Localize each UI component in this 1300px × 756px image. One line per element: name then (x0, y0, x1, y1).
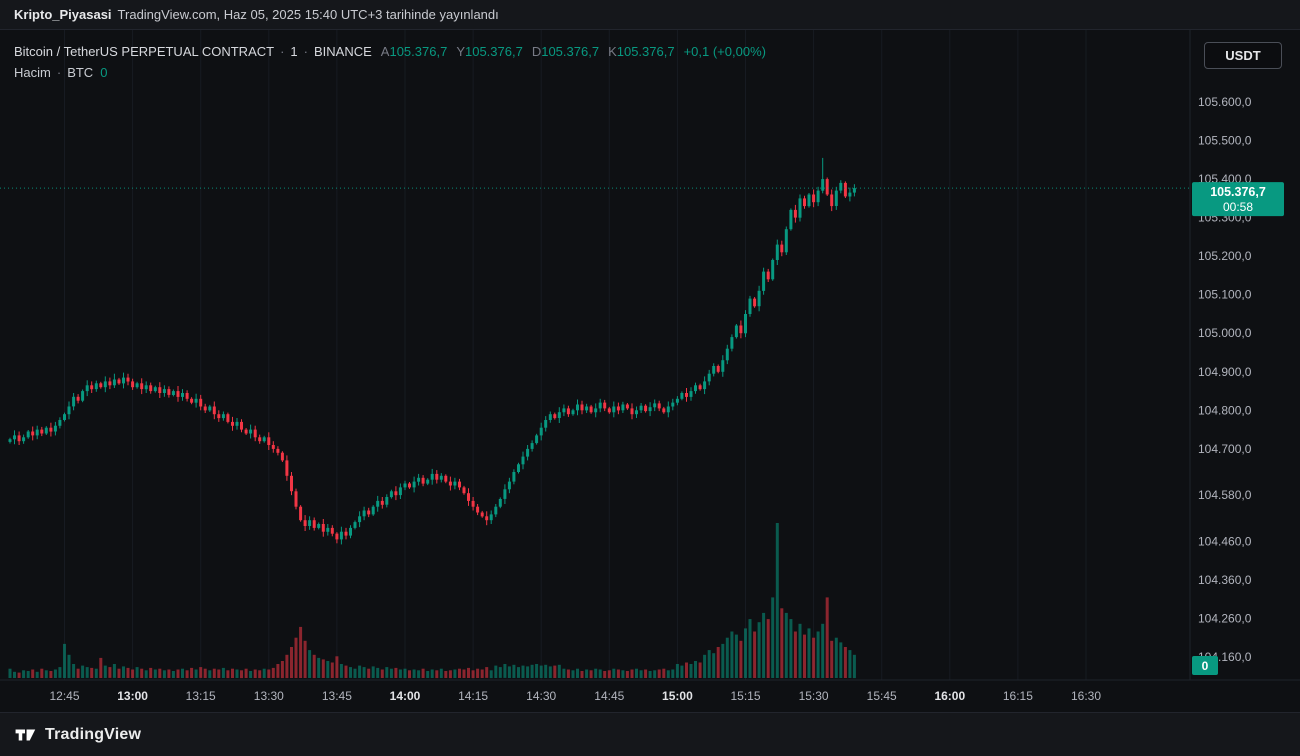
svg-text:14:45: 14:45 (594, 689, 624, 703)
grid-lines (64, 30, 1087, 680)
svg-text:105.600,0: 105.600,0 (1198, 95, 1252, 109)
svg-text:105.500,0: 105.500,0 (1198, 134, 1252, 148)
close-label: K (608, 44, 617, 59)
open-label: A (380, 44, 390, 59)
svg-text:13:30: 13:30 (254, 689, 284, 703)
high-label: Y (456, 44, 465, 59)
close-value: 105.376,7 (616, 44, 675, 59)
price-axis[interactable]: 105.600,0105.500,0105.400,0105.300,0105.… (1198, 95, 1252, 664)
svg-text:105.100,0: 105.100,0 (1198, 288, 1252, 302)
publish-info: TradingView.com, Haz 05, 2025 15:40 UTC+… (117, 7, 499, 22)
svg-text:104.460,0: 104.460,0 (1198, 534, 1252, 548)
open-value: 105.376,7 (389, 44, 448, 59)
svg-text:104.260,0: 104.260,0 (1198, 611, 1252, 625)
svg-text:14:30: 14:30 (526, 689, 556, 703)
symbol-legend: Bitcoin / TetherUS PERPETUAL CONTRACT · 1 ·… (14, 41, 766, 83)
svg-text:13:00: 13:00 (117, 689, 148, 703)
svg-text:16:00: 16:00 (934, 689, 965, 703)
volume-symbol: BTC (67, 65, 94, 80)
svg-text:13:45: 13:45 (322, 689, 352, 703)
svg-text:0: 0 (1202, 659, 1209, 673)
interval-value[interactable]: 1 (290, 44, 298, 59)
svg-text:104.360,0: 104.360,0 (1198, 573, 1252, 587)
svg-text:104.700,0: 104.700,0 (1198, 442, 1252, 456)
brand-name[interactable]: TradingView (45, 725, 142, 743)
legend-separator: · (303, 44, 308, 59)
volume-series (8, 523, 856, 679)
svg-text:00:58: 00:58 (1223, 200, 1253, 214)
symbol-title[interactable]: Bitcoin / TetherUS PERPETUAL CONTRACT (14, 44, 275, 59)
exchange-name[interactable]: BINANCE (314, 44, 372, 59)
volume-axis-badge: 0 (1192, 656, 1218, 675)
change-value: +0,1 (+0,00%) (683, 44, 766, 59)
candle-series (8, 157, 856, 545)
svg-text:16:30: 16:30 (1071, 689, 1101, 703)
volume-label[interactable]: Hacim (14, 65, 51, 80)
svg-text:12:45: 12:45 (49, 689, 79, 703)
svg-text:105.376,7: 105.376,7 (1210, 185, 1266, 199)
svg-text:15:30: 15:30 (799, 689, 829, 703)
legend-separator: · (56, 65, 62, 80)
svg-text:105.200,0: 105.200,0 (1198, 249, 1252, 263)
publish-bar: Kripto_Piyasasi TradingView.com, Haz 05,… (0, 0, 1300, 30)
svg-text:104.900,0: 104.900,0 (1198, 365, 1252, 379)
svg-text:14:15: 14:15 (458, 689, 488, 703)
publisher-name[interactable]: Kripto_Piyasasi (14, 7, 112, 22)
chart-area: 105.600,0 105.500,0 105.400,0 105.300,0 105.… (0, 30, 1300, 712)
high-value: 105.376,7 (464, 44, 523, 59)
svg-text:104.800,0: 104.800,0 (1198, 403, 1252, 417)
currency-toggle-button[interactable]: USDT (1204, 42, 1282, 69)
price-chart-svg[interactable]: 105.600,0105.500,0105.400,0105.300,0105.… (0, 30, 1300, 712)
svg-text:105.000,0: 105.000,0 (1198, 326, 1252, 340)
footer-bar: TradingView (0, 712, 1300, 756)
legend-separator: · (280, 44, 285, 59)
low-value: 105.376,7 (541, 44, 600, 59)
last-price-badge: 105.376,700:58 (1192, 182, 1284, 217)
svg-text:15:00: 15:00 (662, 689, 693, 703)
low-label: D (531, 44, 542, 59)
svg-text:15:45: 15:45 (867, 689, 897, 703)
tradingview-logo-icon[interactable] (14, 724, 36, 746)
legend-row-symbol: Bitcoin / TetherUS PERPETUAL CONTRACT · 1 ·… (14, 41, 766, 62)
legend-row-volume: Hacim · BTC 0 (14, 62, 766, 83)
svg-text:15:15: 15:15 (730, 689, 760, 703)
volume-value: 0 (100, 65, 108, 80)
time-axis[interactable]: 12:45 13:00 13:15 13:30 13:45 14:00 14:15 14:30… (49, 689, 1101, 703)
svg-text:14:00: 14:00 (390, 689, 421, 703)
svg-text:13:15: 13:15 (186, 689, 216, 703)
svg-text:16:15: 16:15 (1003, 689, 1033, 703)
svg-text:104.580,0: 104.580,0 (1198, 488, 1252, 502)
